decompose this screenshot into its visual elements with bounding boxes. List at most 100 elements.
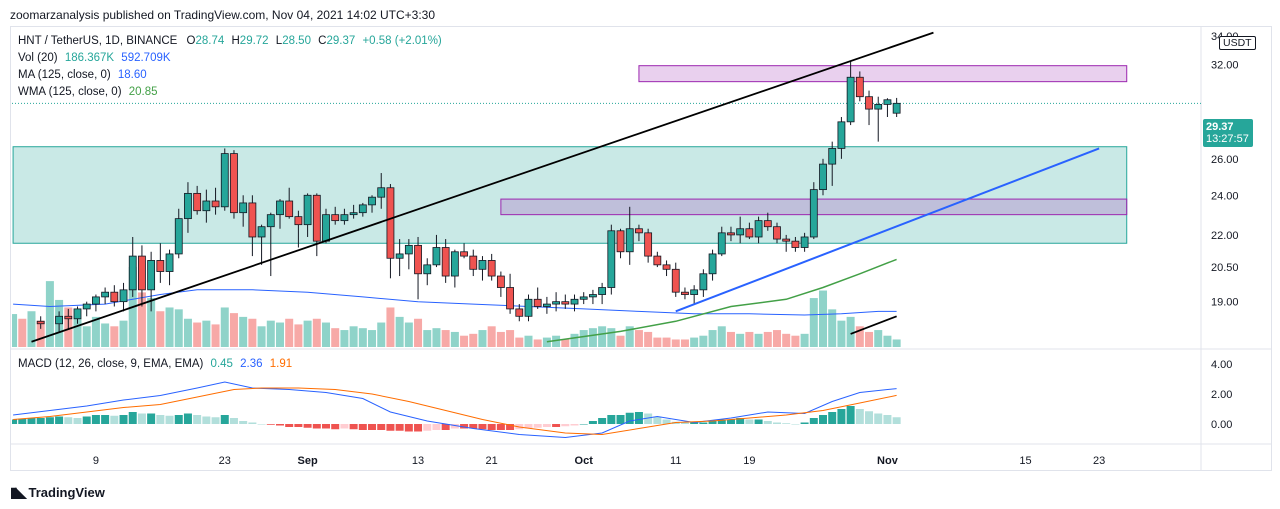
candle-body (727, 232, 735, 236)
wma-label[interactable]: WMA (125, close, 0) (18, 86, 122, 98)
last-price-value: 29.37 (1206, 121, 1234, 133)
macd-hist-bar (837, 409, 846, 424)
volume-bar (27, 311, 36, 347)
ma-label[interactable]: MA (125, close, 0) (18, 69, 111, 81)
ma-value: 18.60 (117, 69, 147, 81)
macd-hist-bar (45, 417, 54, 424)
candle-body (432, 247, 441, 266)
volume-bar (165, 307, 174, 347)
candle-body (625, 228, 634, 253)
macd-hist-bar (717, 419, 726, 424)
volume-bar (552, 335, 561, 347)
macd-hist-bar (469, 424, 478, 429)
candle-body (773, 226, 781, 240)
volume-bar (220, 307, 229, 347)
brand-label: TradingView (28, 485, 105, 500)
macd-hist-bar (883, 415, 892, 424)
candle-body (681, 291, 689, 295)
candle-body (73, 308, 82, 320)
candle-body (395, 253, 404, 259)
macd-tick-label: 0.00 (1211, 419, 1232, 431)
candle-body (147, 260, 156, 291)
candle-body (55, 315, 63, 325)
price-tick-label: 32.00 (1211, 59, 1239, 71)
macd-hist-bar (165, 415, 174, 424)
macd-hist-bar (423, 424, 432, 431)
candle-body (220, 153, 229, 208)
volume-bar (478, 330, 487, 347)
candle-body (671, 268, 680, 293)
volume-bar (708, 330, 717, 347)
macd-hist-bar (257, 424, 266, 425)
tradingview-brand[interactable]: ▮◣ TradingView (10, 484, 105, 501)
candle-body (579, 296, 588, 300)
currency-badge[interactable]: USDT (1219, 36, 1256, 50)
volume-bar (487, 326, 496, 347)
volume-bar (699, 335, 708, 347)
legend-wma-row: WMA (125, close, 0) 20.85 (18, 84, 442, 101)
candle-body (248, 202, 257, 238)
macd-hist-bar (358, 424, 367, 430)
candle-body (469, 255, 478, 270)
volume-bar (717, 326, 726, 347)
macd-value-3: 1.91 (269, 358, 293, 370)
volume-bar (644, 331, 653, 347)
volume-bar (137, 292, 146, 347)
macd-hist-bar (331, 424, 340, 430)
volume-bar (377, 322, 386, 347)
candle-body (285, 200, 294, 218)
macd-hist-bar (460, 424, 469, 429)
candles-layer (36, 61, 901, 332)
candle-body (377, 187, 386, 198)
macd-hist-bar (800, 422, 809, 424)
macd-hist-bar (55, 416, 64, 424)
candle-body (699, 273, 708, 291)
macd-hist-bar (690, 422, 699, 424)
vol-label[interactable]: Vol (20) (18, 52, 58, 64)
volume-bar (404, 322, 413, 347)
volume-bar (358, 328, 367, 347)
candle-body (717, 232, 726, 255)
axes-layer: 32.0028.0026.0024.0022.0020.5019.0034.00… (93, 31, 1239, 467)
macd-tick-label: 4.00 (1211, 359, 1232, 371)
macd-hist-bar (82, 416, 91, 424)
candle-body (368, 196, 376, 206)
macd-hist-bar (101, 415, 110, 424)
signal-line (13, 387, 897, 436)
candle-body (589, 294, 597, 298)
volume-bar (745, 331, 754, 347)
candle-body (266, 214, 275, 228)
candle-body (340, 214, 349, 222)
candle-body (809, 189, 818, 238)
macd-hist-bar (266, 424, 275, 425)
candle-body (662, 264, 671, 270)
macd-hist-bar (809, 418, 818, 424)
macd-hist-bar (892, 417, 901, 424)
volume-bar (616, 335, 625, 347)
volume-bar (754, 333, 763, 347)
macd-hist-bar (616, 415, 625, 424)
volume-bar (229, 313, 238, 347)
candle-body (450, 251, 459, 277)
candle-body (745, 228, 754, 238)
volume-bar (156, 311, 165, 347)
candle-body (736, 228, 745, 236)
time-tick-label: 15 (1019, 455, 1031, 467)
volume-bar (865, 331, 874, 347)
price-tick-label: 20.50 (1211, 262, 1239, 274)
time-tick-label: 9 (93, 455, 99, 467)
symbol-label[interactable]: HNT / TetherUS, 1D, BINANCE (18, 35, 178, 47)
candle-body (184, 192, 192, 220)
time-tick-label: 23 (1093, 455, 1105, 467)
volume-bar (119, 320, 128, 347)
candle-body (515, 308, 524, 317)
macd-hist-bar (377, 424, 386, 430)
macd-label[interactable]: MACD (12, 26, close, 9, EMA, EMA) (18, 358, 204, 370)
volume-bar (837, 320, 846, 347)
volume-bar (386, 307, 395, 347)
candle-body (782, 238, 791, 242)
volume-bar (533, 339, 542, 347)
candle-body (294, 216, 303, 226)
macd-hist-bar (855, 409, 864, 424)
